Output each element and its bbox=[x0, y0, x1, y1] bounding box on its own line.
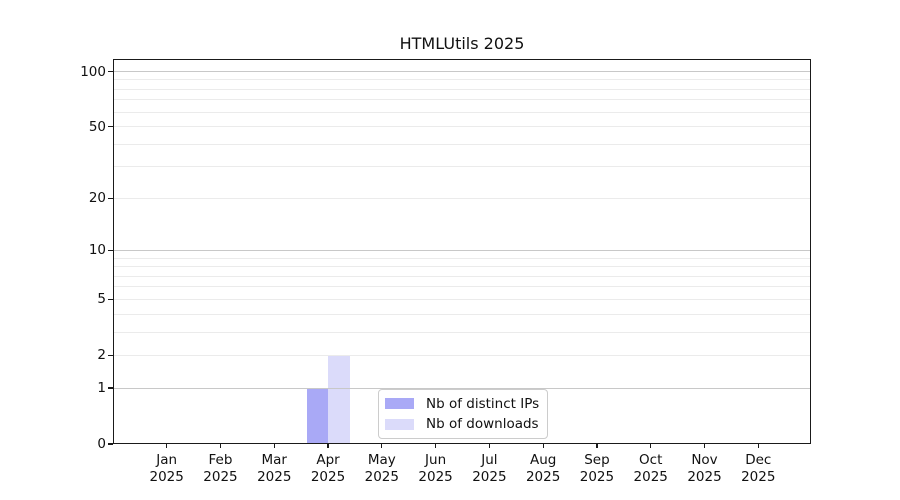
gridline-major bbox=[114, 249, 810, 251]
gridline-minor bbox=[114, 126, 810, 128]
x-tick-label: Jul 2025 bbox=[449, 452, 529, 485]
x-tick-year: 2025 bbox=[418, 468, 453, 485]
gridline-minor bbox=[114, 257, 810, 259]
legend-swatch-icon bbox=[385, 418, 414, 430]
y-tick-mark bbox=[108, 197, 113, 199]
x-tick-label: May 2025 bbox=[342, 452, 422, 485]
x-tick-year: 2025 bbox=[149, 468, 184, 485]
x-tick-month: Mar bbox=[261, 452, 287, 468]
gridline-minor bbox=[114, 286, 810, 288]
y-tick-mark bbox=[108, 387, 113, 389]
y-tick-label: 50 bbox=[88, 118, 106, 135]
x-tick-year: 2025 bbox=[310, 468, 346, 485]
x-tick-month: Feb bbox=[208, 452, 233, 468]
x-tick-mark bbox=[757, 444, 759, 448]
x-tick-month: Jan bbox=[156, 452, 178, 468]
x-tick-mark bbox=[650, 444, 652, 448]
gridline-minor bbox=[114, 143, 810, 145]
x-tick-month: Aug bbox=[529, 452, 557, 468]
x-tick-year: 2025 bbox=[633, 468, 668, 485]
x-tick-label: Aug 2025 bbox=[503, 452, 583, 485]
x-tick-label: Mar 2025 bbox=[234, 452, 314, 485]
legend-swatch-icon bbox=[385, 398, 414, 410]
gridline-minor bbox=[114, 197, 810, 199]
bar-nb-of-distinct-ips-apr bbox=[306, 388, 329, 444]
gridline-major bbox=[114, 387, 810, 389]
x-tick-year: 2025 bbox=[579, 468, 615, 485]
x-tick-month: Jul bbox=[481, 452, 498, 468]
y-tick-mark bbox=[108, 443, 113, 445]
plot-area bbox=[113, 59, 811, 444]
gridline-minor bbox=[114, 266, 810, 268]
y-tick-label: 20 bbox=[88, 190, 106, 207]
x-tick-mark bbox=[542, 444, 544, 448]
x-tick-month: Nov bbox=[691, 452, 718, 468]
x-tick-month: May bbox=[367, 452, 396, 468]
x-tick-mark bbox=[488, 444, 491, 448]
x-tick-mark bbox=[327, 444, 329, 448]
gridline-minor bbox=[114, 331, 810, 333]
x-tick-month: Jun bbox=[425, 452, 447, 468]
gridline-minor bbox=[114, 79, 810, 81]
x-tick-mark bbox=[166, 444, 168, 448]
gridline-major bbox=[114, 71, 810, 72]
x-tick-year: 2025 bbox=[687, 468, 722, 485]
y-tick-mark bbox=[108, 249, 113, 252]
gridline-minor bbox=[114, 275, 810, 277]
y-tick-mark bbox=[108, 354, 113, 356]
legend-label: Nb of distinct IPs bbox=[426, 395, 540, 412]
legend: Nb of distinct IPs Nb of downloads bbox=[378, 389, 548, 439]
x-tick-year: 2025 bbox=[472, 468, 507, 485]
x-tick-year: 2025 bbox=[203, 468, 238, 485]
y-tick-mark bbox=[108, 126, 113, 128]
y-tick-label: 0 bbox=[97, 436, 106, 452]
x-tick-mark bbox=[434, 444, 437, 448]
y-tick-label: 2 bbox=[97, 347, 106, 364]
x-tick-label: Oct 2025 bbox=[611, 452, 691, 485]
x-tick-label: Jun 2025 bbox=[396, 452, 476, 485]
x-tick-month: Apr bbox=[316, 452, 340, 468]
gridline-minor bbox=[114, 313, 810, 315]
x-tick-year: 2025 bbox=[741, 468, 776, 485]
gridline-minor bbox=[114, 298, 810, 300]
chart-title: HTMLUtils 2025 bbox=[399, 34, 525, 53]
legend-entry-nb-of-downloads: Nb of downloads bbox=[385, 415, 541, 435]
x-tick-label: Feb 2025 bbox=[180, 452, 260, 485]
x-tick-label: Sep 2025 bbox=[557, 452, 637, 485]
bar-nb-of-downloads-apr bbox=[328, 355, 350, 444]
gridline-minor bbox=[114, 88, 810, 90]
x-tick-year: 2025 bbox=[525, 468, 561, 485]
x-tick-label: Jan 2025 bbox=[127, 452, 207, 485]
gridline-minor bbox=[114, 99, 810, 101]
y-tick-mark bbox=[108, 298, 113, 301]
y-tick-label: 100 bbox=[80, 63, 106, 80]
x-tick-mark bbox=[273, 444, 275, 448]
x-tick-label: Nov 2025 bbox=[665, 452, 745, 485]
x-tick-mark bbox=[703, 444, 706, 448]
x-tick-mark bbox=[219, 444, 222, 448]
x-tick-label: Dec 2025 bbox=[718, 452, 798, 485]
x-tick-label: Apr 2025 bbox=[288, 452, 368, 485]
y-tick-label: 1 bbox=[97, 380, 106, 397]
x-tick-mark bbox=[596, 444, 598, 448]
x-tick-year: 2025 bbox=[257, 468, 292, 485]
y-tick-label: 5 bbox=[97, 291, 106, 308]
gridline-minor bbox=[114, 111, 810, 113]
gridline-minor bbox=[114, 354, 810, 356]
x-tick-year: 2025 bbox=[364, 468, 399, 485]
x-tick-month: Dec bbox=[745, 452, 772, 468]
y-tick-label: 10 bbox=[88, 242, 106, 259]
x-tick-month: Oct bbox=[639, 452, 663, 468]
legend-entry-nb-of-distinct-ips: Nb of distinct IPs bbox=[385, 394, 541, 414]
gridline-minor bbox=[114, 166, 810, 168]
legend-label: Nb of downloads bbox=[426, 416, 539, 433]
x-tick-mark bbox=[381, 444, 383, 448]
y-tick-mark bbox=[108, 70, 113, 73]
x-tick-month: Sep bbox=[584, 452, 610, 468]
